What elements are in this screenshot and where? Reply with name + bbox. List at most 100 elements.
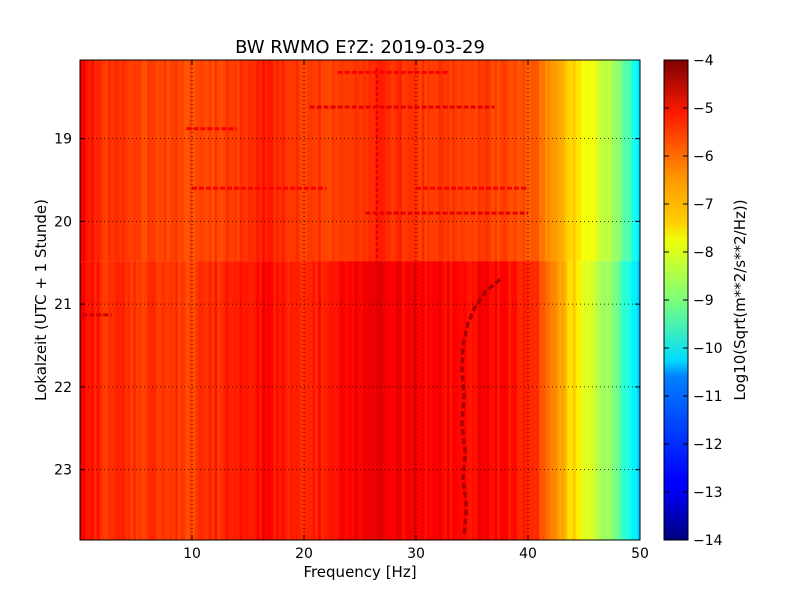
heatmap-cell: [404, 261, 409, 540]
heatmap-cell: [348, 261, 353, 540]
heatmap-cell: [595, 60, 599, 262]
heatmap-cell: [197, 60, 201, 262]
heatmap-cell: [166, 261, 171, 540]
heatmap-cell: [130, 261, 134, 540]
heatmap-cell: [186, 261, 190, 540]
y-tick-label: 20: [54, 214, 72, 230]
heatmap-cell: [586, 60, 591, 262]
heatmap-cell: [581, 261, 585, 540]
heatmap-cell: [166, 60, 171, 262]
heatmap-cell: [483, 261, 487, 540]
heatmap-cell: [211, 261, 215, 540]
heatmap-cell: [116, 60, 120, 262]
heatmap-cell: [620, 261, 624, 540]
heatmap-cell: [340, 261, 344, 540]
heatmap-cell: [256, 261, 260, 540]
heatmap-cell: [88, 60, 92, 262]
heatmap-cell: [91, 60, 95, 262]
heatmap-cell: [567, 60, 571, 262]
heatmap-cell: [281, 261, 285, 540]
heatmap-cell: [312, 261, 316, 540]
heatmap-cell: [362, 261, 367, 540]
heatmap-cell: [502, 60, 507, 262]
heatmap-cell: [248, 261, 252, 540]
heatmap-cell: [606, 261, 610, 540]
heatmap-cell: [194, 60, 199, 262]
heatmap-cell: [309, 261, 313, 540]
heatmap-cell: [530, 261, 535, 540]
heatmap-cell: [315, 261, 319, 540]
heatmap-cell: [270, 60, 274, 262]
heatmap-cell: [110, 261, 115, 540]
heatmap-cell: [547, 60, 551, 262]
heatmap-cell: [323, 261, 327, 540]
heatmap-cell: [382, 60, 386, 262]
heatmap-cell: [612, 261, 616, 540]
heatmap-cell: [603, 261, 607, 540]
heatmap-cell: [444, 261, 448, 540]
heatmap-cell: [508, 60, 512, 262]
heatmap-cell: [561, 261, 565, 540]
heatmap-cell: [418, 261, 423, 540]
heatmap-cell: [396, 261, 400, 540]
heatmap-cell: [242, 60, 246, 262]
heatmap-cell: [147, 261, 151, 540]
heatmap-cell: [175, 261, 179, 540]
heatmap-cell: [371, 60, 375, 262]
heatmap-cell: [290, 261, 294, 540]
heatmap-cell: [276, 261, 280, 540]
heatmap-cell: [155, 60, 159, 262]
heatmap-cell: [116, 261, 120, 540]
heatmap-cell: [273, 60, 277, 262]
y-axis-label: Lokalzeit (UTC + 1 Stunde): [32, 199, 50, 401]
heatmap-cell: [472, 261, 476, 540]
heatmap-cell: [578, 261, 582, 540]
heatmap-cell: [626, 261, 630, 540]
heatmap-cell: [306, 261, 311, 540]
heatmap-cell: [556, 261, 560, 540]
heatmap-cell: [105, 261, 109, 540]
heatmap-cell: [623, 60, 627, 262]
heatmap-cell: [124, 60, 129, 262]
heatmap-cell: [477, 261, 481, 540]
heatmap-cell: [472, 60, 476, 262]
heatmap-cell: [427, 60, 431, 262]
heatmap-cell: [413, 60, 417, 262]
heatmap-cell: [637, 261, 640, 540]
heatmap-cell: [396, 60, 400, 262]
heatmap-cell: [474, 261, 479, 540]
heatmap-cell: [133, 60, 137, 262]
heatmap-cell: [267, 60, 271, 262]
heatmap-cell: [133, 261, 137, 540]
heatmap-cell: [200, 261, 204, 540]
heatmap-cell: [222, 60, 227, 262]
heatmap-cell: [390, 60, 395, 262]
colorbar-tick-label: −14: [693, 533, 723, 549]
heatmap-cell: [483, 60, 487, 262]
heatmap-cell: [463, 60, 467, 262]
heatmap-cell: [180, 261, 185, 540]
heatmap-cell: [486, 60, 490, 262]
heatmap-cell: [164, 60, 168, 262]
heatmap-cell: [376, 60, 381, 262]
heatmap-cell: [564, 261, 568, 540]
heatmap-cell: [108, 261, 112, 540]
heatmap-cell: [516, 261, 521, 540]
heatmap-cell: [206, 261, 210, 540]
heatmap-cell: [522, 60, 526, 262]
heatmap-cell: [530, 60, 535, 262]
heatmap-cell: [172, 60, 176, 262]
heatmap-cell: [186, 60, 190, 262]
heatmap-cell: [332, 261, 336, 540]
heatmap-cell: [253, 60, 257, 262]
heatmap-cell: [113, 60, 117, 262]
heatmap-cell: [326, 60, 330, 262]
x-tick-label: 20: [295, 546, 313, 562]
heatmap-cell: [598, 60, 602, 262]
colorbar-axis: −4 −5 −6 −7 −8 −9 −10 −11 −12 −13 −14: [664, 53, 723, 549]
heatmap-cell: [326, 261, 330, 540]
colorbar-tick-label: −11: [693, 389, 723, 405]
heatmap-cell: [446, 60, 451, 262]
heatmap-cell: [214, 261, 218, 540]
heatmap-cell: [245, 60, 249, 262]
